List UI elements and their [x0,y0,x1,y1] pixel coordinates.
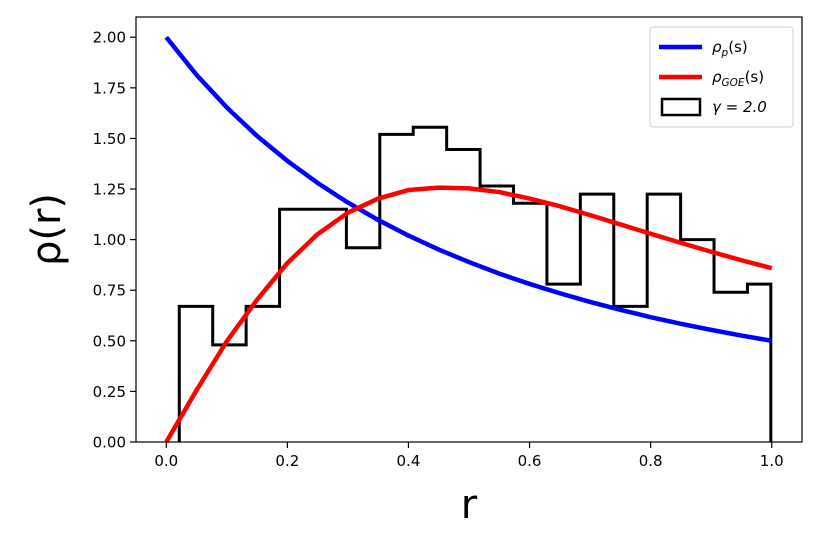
y-tick-label: 1.00 [93,231,126,249]
y-tick-label: 0.00 [93,434,126,452]
x-tick-label: 0.4 [397,452,421,470]
y-tick-label: 1.75 [93,79,126,97]
plot-area [164,35,773,444]
legend-box [649,26,794,128]
legend-item: γ = 2.0 [660,97,767,117]
series-line-goe [164,185,773,444]
legend-label: ρp(s) [712,38,748,59]
x-tick-label: 0.8 [639,452,663,470]
axes-frame [135,16,803,443]
legend-swatch [660,97,702,117]
series-line-p [164,35,773,344]
legend-label: γ = 2.0 [712,98,767,116]
x-tick-label: 0.0 [154,452,178,470]
x-tick-label: 1.0 [760,452,784,470]
y-tick-label: 0.50 [93,332,126,350]
y-axis-label: ρ(r) [24,193,70,266]
x-axis-label: r [461,482,478,528]
legend-item: ρp(s) [659,38,748,59]
x-tick-label: 0.6 [518,452,542,470]
y-tick-label: 1.25 [93,181,126,199]
y-tick-label: 2.00 [93,29,126,47]
y-tick-label: 0.75 [93,282,126,300]
legend-label: ρGOE(s) [712,68,764,89]
x-tick-label: 0.2 [275,452,299,470]
y-tick-label: 0.25 [93,383,126,401]
x-axis: 0.0 0.2 0.4 0.6 0.8 1.0 [154,442,784,470]
legend: ρp(s) ρGOE(s) γ = 2.0 [649,26,794,128]
y-tick-label: 1.50 [93,130,126,148]
y-axis: 0.00 0.25 0.50 0.75 1.00 1.25 1.50 1.75 2.00 [93,29,136,452]
series-histogram-gamma [177,125,773,442]
legend-item: ρGOE(s) [659,68,764,89]
